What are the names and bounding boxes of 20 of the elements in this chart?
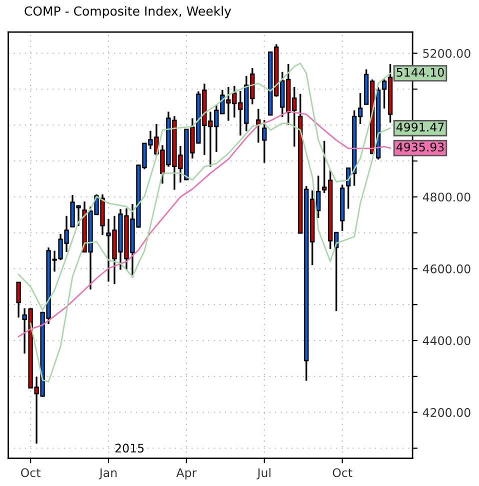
data-label: 5144.10 (396, 68, 444, 77)
x-tick-label: Apr (176, 468, 197, 480)
x-tick-label: Oct (21, 468, 40, 478)
candlestick (262, 119, 267, 164)
line-series (18, 110, 391, 338)
y-tick-label: 4400.00 (422, 336, 470, 346)
annotation: 2015 (115, 444, 144, 453)
y-tick-label: 4800.00 (422, 192, 470, 202)
candlestick (16, 282, 21, 318)
x-tick-label: Jul (256, 468, 270, 480)
x-tick-label: Oct (332, 468, 352, 478)
line-series (30, 122, 391, 383)
y-tick-label: 4200.00 (422, 408, 470, 417)
x-tick-label: Jan (98, 468, 117, 480)
data-label: 4935.93 (396, 142, 444, 152)
y-tick-label: 4600.00 (422, 264, 470, 274)
chart-title: COMP - Composite Index, Weekly (24, 6, 232, 18)
data-label: 4991.47 (396, 122, 444, 132)
line-series (18, 62, 391, 311)
y-tick-label: 5200.00 (423, 48, 470, 58)
